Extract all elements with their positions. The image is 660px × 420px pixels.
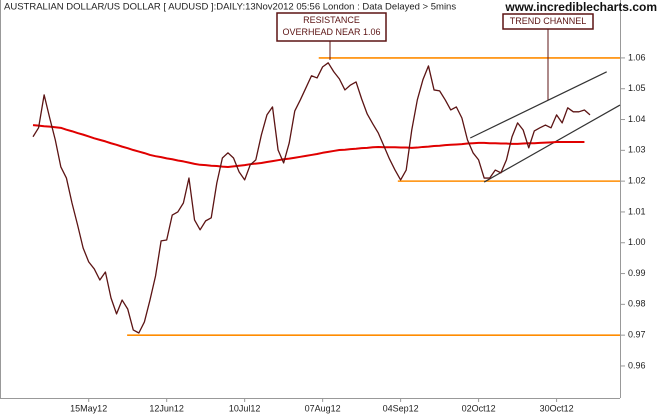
y-tick-label: 1.05 [628,83,646,93]
x-tick-label: 07Aug12 [305,403,341,413]
x-tick-label: 15May12 [70,403,107,413]
y-tick-label: 1.03 [628,145,646,155]
callout-text: OVERHEAD NEAR 1.06 [282,27,380,37]
callout-box [276,12,387,42]
chart-title: AUSTRALIAN DOLLAR/US DOLLAR [ AUDUSD ]:D… [4,2,456,13]
y-tick-label: 0.96 [628,360,646,370]
y-tick-label: 1.02 [628,176,646,186]
y-tick-label: 0.99 [628,268,646,278]
moving-average [32,124,585,168]
callout-text: RESISTANCE [303,15,360,25]
y-tick-label: 1.01 [628,206,646,216]
x-tick-label: 30Oct12 [540,403,574,413]
y-tick-label: 1.06 [628,52,646,62]
y-tick-label: 0.97 [628,330,646,340]
trend-line [469,71,607,139]
callout-box [502,13,594,30]
watermark: www.incrediblecharts.com [504,0,657,14]
x-tick-label: 04Sep12 [383,403,419,413]
x-tick-label: 10Jul12 [229,403,261,413]
y-tick-label: 0.98 [628,299,646,309]
x-tick-label: 02Oct12 [462,403,496,413]
trend-line [483,104,621,183]
y-tick-label: 1.04 [628,114,646,124]
callout-text: TREND CHANNEL [510,16,587,26]
y-tick-label: 1.00 [628,237,646,247]
price-line [32,62,591,334]
x-tick-label: 12Jun12 [149,403,184,413]
